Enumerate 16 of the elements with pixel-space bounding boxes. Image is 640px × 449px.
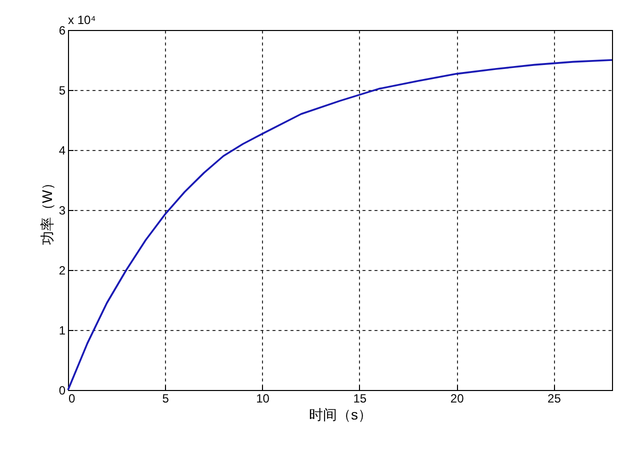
y-tick-label: 5 xyxy=(58,84,66,98)
line-series xyxy=(67,59,613,391)
x-tick-label: 5 xyxy=(162,392,170,406)
y-tick-label: 4 xyxy=(58,144,66,158)
y-axis-title: 功率（W） xyxy=(38,176,55,246)
y-tick-label: 6 xyxy=(58,24,66,38)
x-tick-label: 0 xyxy=(68,392,76,406)
y-tick-label: 2 xyxy=(58,264,66,278)
x-tick-label: 25 xyxy=(548,392,562,406)
text: x 10⁴ xyxy=(68,13,96,27)
x-tick-label: 10 xyxy=(256,392,270,406)
y-tick-label: 1 xyxy=(58,324,66,338)
x-tick-label: 15 xyxy=(353,392,367,406)
x-tick-label: 20 xyxy=(450,392,464,406)
y-tick-label: 3 xyxy=(58,204,66,218)
x-axis-title: 时间（s） xyxy=(309,406,372,422)
